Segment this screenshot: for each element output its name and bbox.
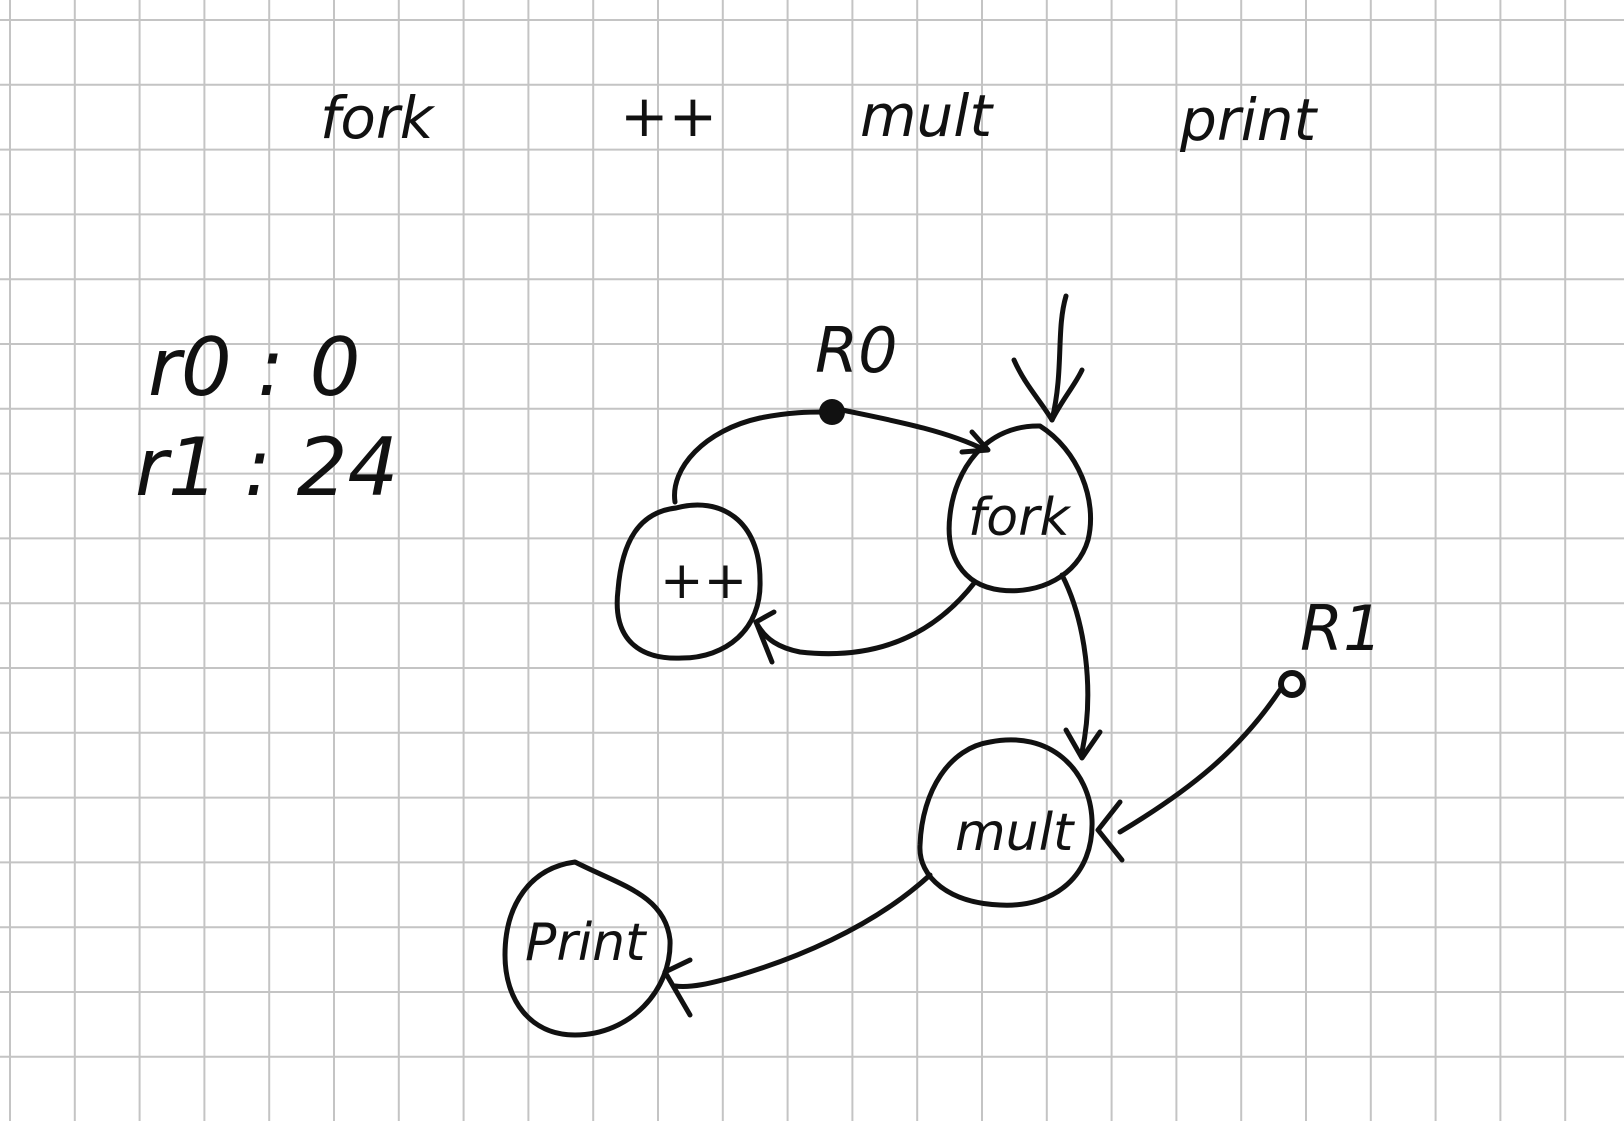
node-fork: fork <box>946 423 1094 594</box>
edge-r0-to-fork-arrowhead <box>959 429 991 455</box>
register-r1: r1 : 24 <box>135 421 398 514</box>
edge-r1-to-mult-arrowhead <box>1095 799 1125 863</box>
header-label-fork: fork <box>320 84 436 152</box>
node-print-label: Print <box>525 913 647 973</box>
node-increment-outline <box>614 502 763 661</box>
port-r1: R1 <box>1278 592 1383 698</box>
port-r0-label: R0 <box>815 314 898 387</box>
edge-fork-to-increment <box>753 579 978 657</box>
node-mult-outline <box>917 737 1095 908</box>
edge-r1-to-mult <box>1117 687 1283 835</box>
port-r0: R0 <box>815 314 898 425</box>
node-increment: ++ <box>614 502 763 661</box>
header-label-increment: ++ <box>620 82 717 150</box>
node-mult-label: mult <box>955 803 1075 863</box>
edge-external-to-fork <box>1049 293 1069 423</box>
header-label-mult: mult <box>860 82 994 150</box>
header-labels: fork ++ mult print <box>320 82 1319 154</box>
edge-fork-to-mult <box>1059 572 1091 755</box>
node-increment-label: ++ <box>660 551 747 611</box>
edges <box>662 293 1283 1018</box>
node-mult: mult <box>917 737 1095 908</box>
edge-mult-to-print <box>672 872 933 989</box>
edge-external-to-fork-arrowhead <box>1011 357 1085 423</box>
edge-mult-to-print-arrowhead <box>662 957 693 1018</box>
port-r0-dot <box>819 399 845 425</box>
node-print-outline <box>502 859 673 1038</box>
node-fork-label: fork <box>968 488 1072 548</box>
register-r0: r0 : 0 <box>148 321 361 414</box>
edge-r0-to-fork <box>839 407 988 453</box>
header-label-print: print <box>1179 86 1319 154</box>
edge-increment-to-r0 <box>672 409 828 505</box>
port-r1-dot <box>1278 670 1306 698</box>
port-r1-label: R1 <box>1300 592 1383 665</box>
edge-fork-to-mult-arrowhead <box>1063 727 1103 761</box>
edge-fork-to-increment-arrowhead <box>753 609 777 665</box>
node-fork-outline <box>946 423 1094 594</box>
node-print: Print <box>502 859 673 1038</box>
register-list: r0 : 0 r1 : 24 <box>135 321 398 514</box>
